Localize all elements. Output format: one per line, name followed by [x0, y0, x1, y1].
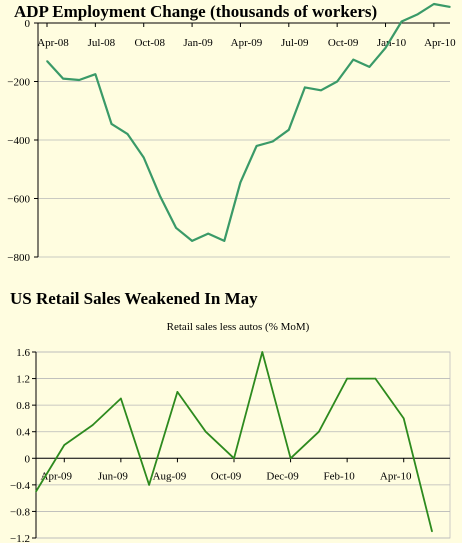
x-tick-label: Oct-08 [134, 37, 165, 49]
data-point [159, 194, 161, 197]
data-point [78, 79, 81, 81]
x-tick-label: Jul-09 [281, 37, 309, 49]
data-point [255, 145, 258, 147]
data-point [126, 133, 129, 135]
y-tick-label: 0.4 [16, 427, 30, 439]
data-point [110, 123, 113, 125]
y-tick-label: −0.8 [10, 506, 30, 518]
data-point [352, 58, 355, 61]
data-point [289, 457, 292, 460]
data-point [400, 20, 403, 23]
chart-subtitle: Retail sales less autos (% MoM) [167, 321, 310, 333]
y-tick-label: −0.4 [10, 480, 30, 492]
data-point [204, 430, 207, 433]
y-tick-label: 1.2 [16, 374, 30, 386]
y-tick-label: −400 [7, 135, 30, 147]
data-point [233, 457, 235, 460]
data-point [304, 86, 306, 89]
y-tick-label: 0.8 [16, 400, 30, 412]
x-tick-label: Apr-10 [424, 37, 456, 49]
data-point [148, 484, 150, 486]
x-tick-label: Jun-09 [98, 470, 128, 482]
data-point [35, 490, 37, 493]
data-point [318, 430, 320, 433]
data-point [288, 128, 290, 131]
x-tick-label: Apr-09 [231, 37, 263, 49]
data-point [433, 3, 435, 5]
x-tick-label: Dec-09 [266, 470, 299, 482]
chart-title: ADP Employment Change (thousands of work… [14, 2, 377, 21]
data-point [368, 66, 371, 68]
adp-employment-chart: ADP Employment Change (thousands of work… [7, 2, 456, 264]
y-tick-label: 1.6 [16, 347, 30, 359]
data-point [120, 397, 122, 400]
data-point [384, 47, 387, 49]
data-point [271, 140, 274, 143]
x-tick-label: Jan-09 [183, 37, 213, 49]
data-point [175, 226, 177, 229]
data-point [223, 240, 226, 242]
data-point [142, 156, 145, 159]
x-tick-label: Apr-08 [37, 37, 69, 49]
data-point [449, 6, 451, 8]
data-point [261, 351, 264, 353]
data-point [94, 73, 97, 75]
y-tick-label: 0 [25, 453, 31, 465]
y-tick-label: −200 [7, 77, 30, 89]
data-point [374, 377, 377, 380]
y-tick-label: −1.2 [10, 533, 30, 543]
x-tick-label: Apr-09 [41, 470, 73, 482]
data-point [46, 60, 48, 62]
data-point [239, 181, 242, 184]
data-point [62, 77, 64, 80]
chart-title: US Retail Sales Weakened In May [10, 289, 258, 308]
data-point [91, 424, 94, 426]
y-tick-label: 0 [25, 18, 31, 30]
y-tick-label: −600 [7, 194, 30, 206]
y-tick-label: −800 [7, 252, 30, 264]
data-point [191, 240, 193, 242]
data-point [320, 89, 322, 92]
data-point [63, 444, 66, 446]
data-point [207, 232, 209, 235]
data-point [176, 391, 179, 393]
series-line [46, 2, 451, 242]
data-point [346, 377, 348, 380]
x-tick-label: Jul-08 [88, 37, 116, 49]
data-point [336, 80, 338, 83]
x-tick-label: Oct-09 [328, 37, 359, 49]
x-tick-label: Oct-09 [211, 470, 242, 482]
x-tick-label: Apr-10 [380, 470, 412, 482]
x-tick-label: Feb-10 [324, 470, 356, 482]
data-point [402, 417, 405, 420]
plot-area [35, 351, 451, 539]
data-point [416, 13, 419, 16]
x-tick-label: Aug-09 [153, 470, 187, 482]
data-point [431, 530, 433, 533]
x-tick-label: Jan-10 [377, 37, 407, 49]
